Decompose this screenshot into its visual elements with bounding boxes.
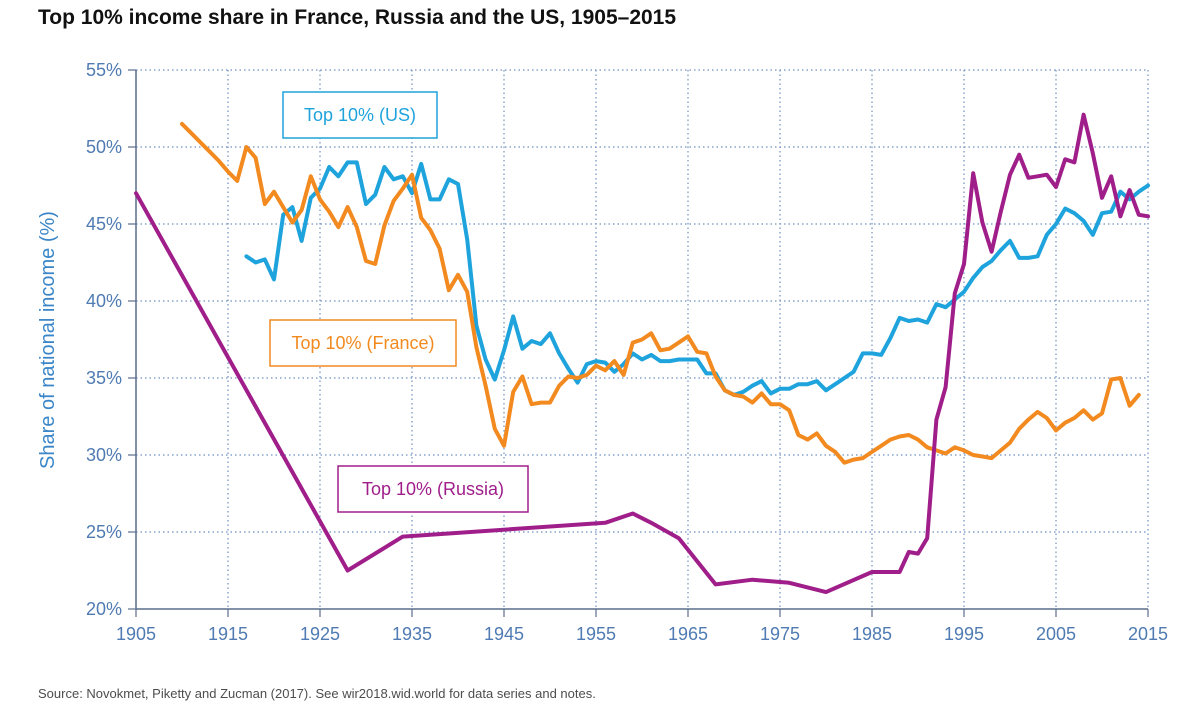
y-axis-label: Share of national income (%): [37, 211, 59, 469]
y-tick-labels: 20% 25% 30% 35% 40% 45% 50% 55%: [86, 60, 122, 619]
annotation-us: Top 10% (US): [282, 91, 438, 139]
series-lines: [134, 112, 1150, 595]
y-tick-label: 30%: [86, 445, 122, 465]
y-tick-label: 50%: [86, 137, 122, 157]
annotation-russia-text: Top 10% (Russia): [362, 479, 504, 499]
series-line-top-russia: [134, 112, 1150, 595]
source-note: Source: Novokmet, Piketty and Zucman (20…: [38, 686, 596, 701]
x-tick-label: 1965: [668, 624, 708, 644]
x-tick-label: 1935: [392, 624, 432, 644]
annotation-russia: Top 10% (Russia): [337, 465, 529, 513]
x-tick-label: 1975: [760, 624, 800, 644]
x-tick-label: 1905: [116, 624, 156, 644]
chart-title: Top 10% income share in France, Russia a…: [38, 6, 677, 29]
x-tick-label: 2015: [1128, 624, 1168, 644]
annotation-france: Top 10% (France): [269, 319, 457, 367]
series-line-top-us: [244, 160, 1150, 397]
x-tick-label: 2005: [1036, 624, 1076, 644]
y-tick-label: 40%: [86, 291, 122, 311]
x-tick-label: 1945: [484, 624, 524, 644]
x-tick-label: 1995: [944, 624, 984, 644]
y-tick-label: 20%: [86, 599, 122, 619]
x-tick-label: 1955: [576, 624, 616, 644]
y-tick-label: 35%: [86, 368, 122, 388]
annotation-france-text: Top 10% (France): [291, 333, 434, 353]
x-tick-label: 1985: [852, 624, 892, 644]
axes: [128, 69, 1149, 617]
annotation-us-text: Top 10% (US): [304, 105, 416, 125]
series-line-top-france: [180, 121, 1141, 465]
y-tick-label: 45%: [86, 214, 122, 234]
x-tick-labels: 1905 1915 1925 1935 1945 1955 1965 1975 1985 1995…: [116, 624, 1168, 644]
x-tick-label: 1925: [300, 624, 340, 644]
x-tick-label: 1915: [208, 624, 248, 644]
y-tick-label: 25%: [86, 522, 122, 542]
y-tick-label: 55%: [86, 60, 122, 80]
